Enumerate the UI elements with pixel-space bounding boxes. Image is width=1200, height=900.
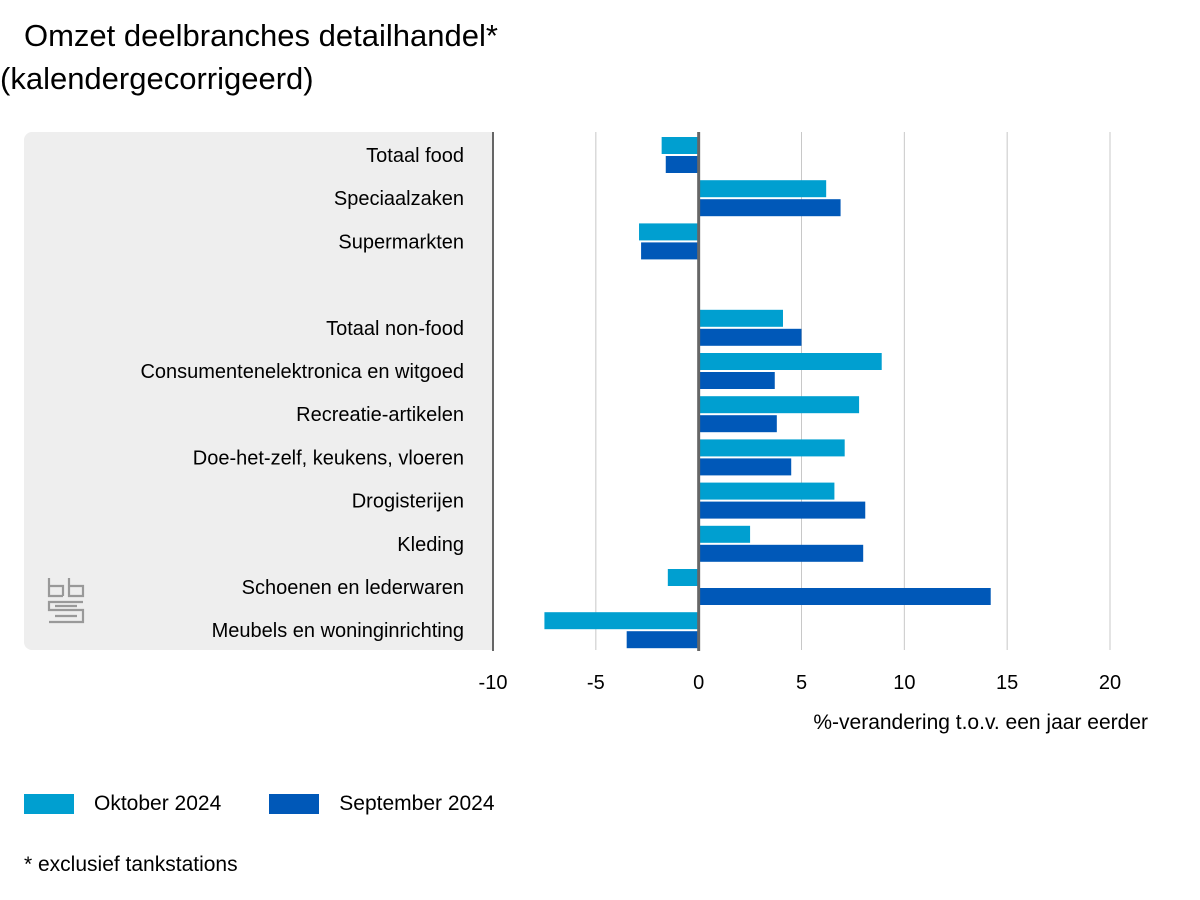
category-label: Recreatie-artikelen — [296, 404, 464, 426]
bar-oktober — [698, 180, 827, 198]
x-tick-label: 0 — [693, 672, 704, 694]
bar-oktober — [698, 525, 751, 543]
category-label: Meubels en woninginrichting — [212, 620, 464, 642]
cbs-logo-icon — [47, 578, 85, 624]
chart-title-line1: Omzet deelbranches detailhandel* — [24, 18, 498, 53]
bar-september — [698, 588, 991, 605]
chart-title-line2: (kalendergecorrigeerd) — [0, 61, 314, 96]
bar-september — [698, 372, 775, 389]
category-label: Totaal food — [366, 145, 464, 167]
bar-september — [698, 199, 841, 217]
category-label: Supermarkten — [338, 231, 464, 253]
category-label: Drogisterijen — [352, 491, 464, 513]
chart-title: Omzet deelbranches detailhandel* (kalend… — [0, 14, 498, 100]
bar-september — [698, 544, 864, 562]
category-label: Consumentenelektronica en witgoed — [140, 361, 464, 383]
legend-swatch-oktober — [24, 794, 74, 814]
legend-item-september: September 2024 — [269, 792, 495, 816]
bar-oktober — [698, 439, 845, 457]
bar-chart: -10 -5 0 5 10 15 20 %-verandering t.o.v. een ja… — [24, 132, 1148, 734]
category-label: Speciaalzaken — [334, 188, 464, 210]
bar-september — [665, 156, 699, 173]
category-label: Schoenen en lederwaren — [242, 577, 464, 599]
legend-label-september: September 2024 — [339, 792, 495, 815]
bar-september — [641, 242, 699, 260]
bar-oktober — [639, 223, 699, 241]
bar-oktober — [544, 612, 699, 630]
legend: Oktober 2024 September 2024 — [24, 792, 543, 816]
category-label: Doe-het-zelf, keukens, vloeren — [193, 447, 464, 469]
category-label: Kleding — [397, 534, 464, 556]
bar-oktober — [698, 396, 860, 414]
x-tick-label: -5 — [587, 672, 605, 694]
label-panel-edge — [483, 132, 493, 650]
x-tick-label: 15 — [996, 672, 1018, 694]
bar-september — [698, 328, 802, 346]
bar-oktober — [661, 137, 699, 154]
bar-oktober — [667, 569, 699, 586]
x-tick-label: -10 — [479, 672, 508, 694]
bar-september — [698, 415, 777, 433]
legend-swatch-september — [269, 794, 320, 814]
x-tick-label: 20 — [1099, 672, 1121, 694]
bar-september — [698, 458, 792, 476]
footnote: * exclusief tankstations — [24, 853, 238, 876]
legend-item-oktober: Oktober 2024 — [24, 792, 221, 816]
bar-oktober — [698, 353, 882, 370]
bar-oktober — [698, 482, 835, 500]
x-tick-label: 5 — [796, 672, 807, 694]
legend-label-oktober: Oktober 2024 — [94, 792, 222, 815]
x-tick-label: 10 — [893, 672, 915, 694]
bar-oktober — [698, 309, 783, 327]
x-axis-title: %-verandering t.o.v. een jaar eerder — [813, 711, 1148, 734]
label-panel — [24, 132, 493, 650]
bar-september — [698, 501, 866, 519]
category-label: Totaal non-food — [326, 318, 464, 340]
bar-september — [626, 631, 699, 649]
